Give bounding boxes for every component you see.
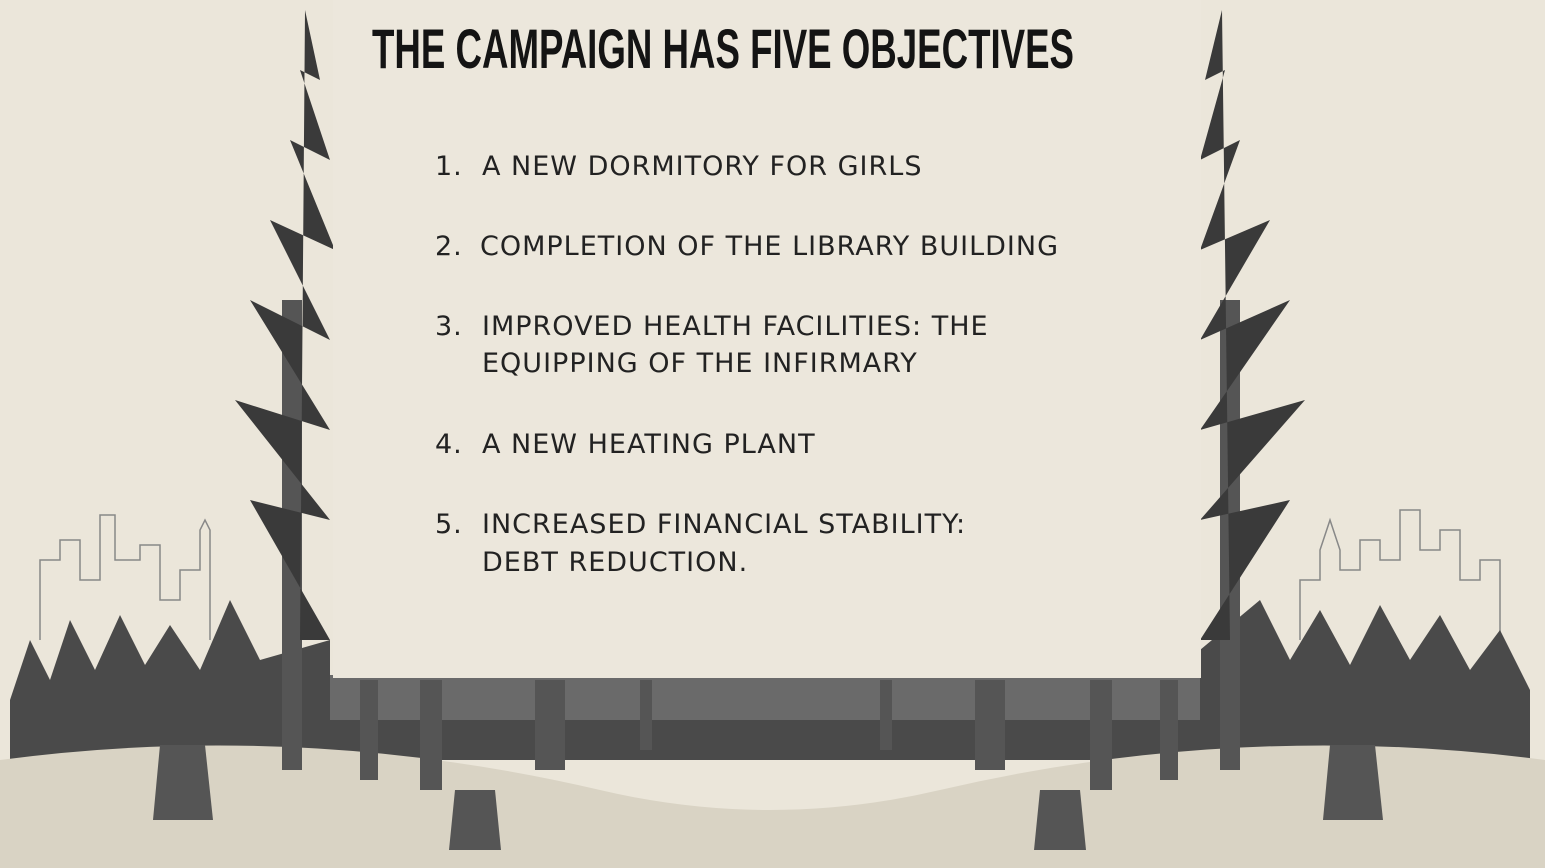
item-text: A NEW HEATING PLANT	[482, 429, 816, 460]
page: THE CAMPAIGN HAS FIVE OBJECTIVES 1. A NE…	[0, 0, 1545, 868]
item-text: EQUIPPING OF THE INFIRMARY	[482, 348, 918, 379]
item-text: INCREASED FINANCIAL STABILITY:	[482, 509, 966, 540]
item-text: COMPLETION OF THE LIBRARY BUILDING	[480, 231, 1059, 262]
item-text: A NEW DORMITORY FOR GIRLS	[482, 151, 922, 182]
item-number: 2.	[435, 231, 463, 262]
title: THE CAMPAIGN HAS FIVE OBJECTIVES	[372, 17, 1074, 80]
item-text: IMPROVED HEALTH FACILITIES: THE	[482, 311, 989, 342]
item-number: 5.	[435, 509, 463, 540]
item-number: 4.	[435, 429, 463, 460]
item-text: DEBT REDUCTION.	[482, 547, 748, 578]
item-number: 1.	[435, 151, 463, 182]
item-number: 3.	[435, 311, 463, 342]
